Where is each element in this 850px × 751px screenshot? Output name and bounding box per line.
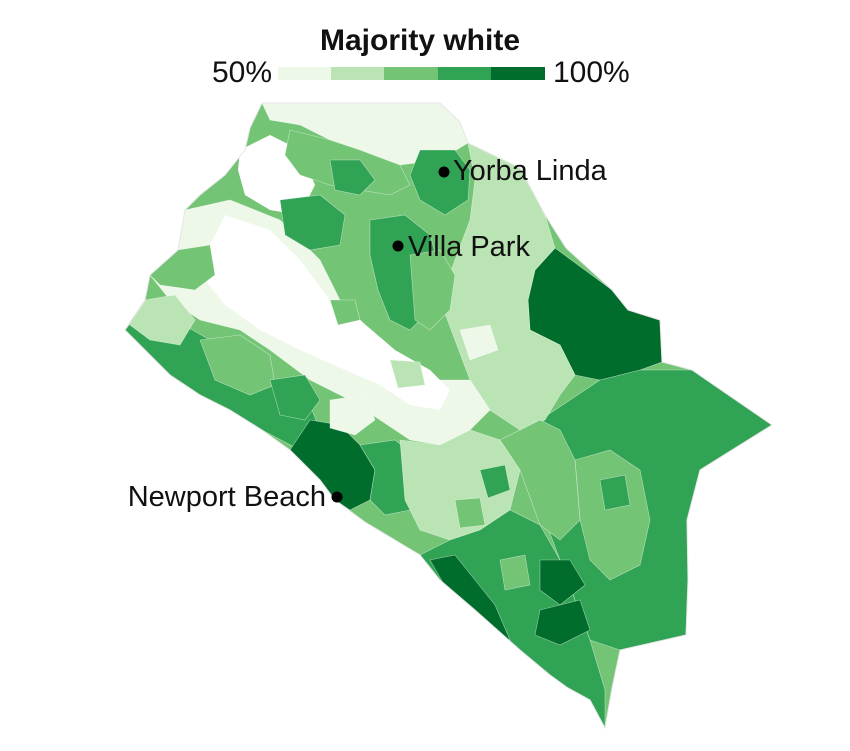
villa-park-label: Villa Park [408,231,530,263]
tract-rancho-santa-margarita [599,474,631,511]
tract-dana-point [539,559,586,606]
tract-buena-park [279,194,346,251]
legend-swatch-4 [438,67,491,80]
yorba-linda-label: Yorba Linda [453,155,608,187]
tract-san-clemente [534,599,591,646]
tract-fountain-valley [329,394,376,436]
tract-orange [329,299,361,326]
legend-swatch-1 [278,67,331,80]
legend-swatch-3 [384,67,438,80]
place-yorba-linda: Yorba Linda [438,155,608,187]
tract-lake-forest [479,464,511,499]
legend-title: Majority white [320,24,520,57]
tract-saddleback [574,449,651,581]
tract-anaheim-hills [409,249,456,331]
legend-max-label: 100% [553,56,630,89]
tract-santa-ana-east [459,324,499,361]
legend-swatch-5 [491,67,545,80]
tract-mission-viejo [499,419,581,541]
tract-yorba-linda [409,149,471,216]
tract-brea [329,159,376,196]
yorba-linda-marker [438,166,450,178]
newport-beach-marker [331,491,343,503]
tract-tustin [389,359,426,389]
legend-swatch-2 [331,67,384,80]
newport-beach-label: Newport Beach [128,481,326,513]
tract-los-alamitos [129,294,196,346]
villa-park-marker [392,240,404,252]
legend: Majority white 50% 100% [212,24,630,89]
tract-laguna-niguel [499,554,531,591]
tract-costa-mesa [269,374,321,421]
place-villa-park: Villa Park [392,231,530,263]
tract-non-majority-core [205,215,450,410]
legend-min-label: 50% [212,56,272,89]
place-newport-beach: Newport Beach [128,481,343,513]
tract-aliso-viejo [454,497,486,529]
county-outline [124,102,773,730]
orange-county-region [125,103,772,728]
